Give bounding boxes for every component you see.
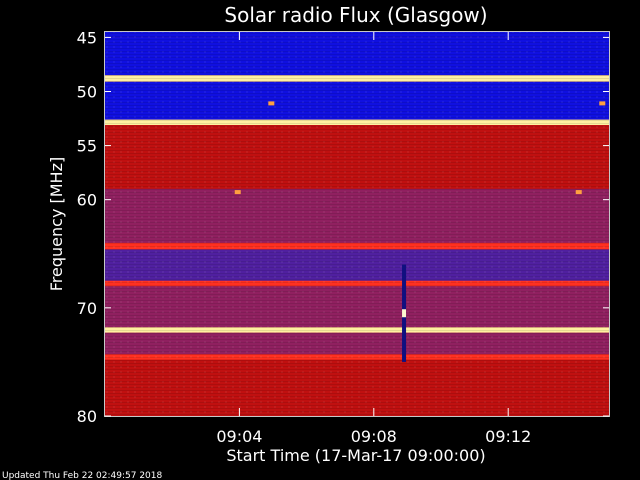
signal-blip-3 <box>268 101 275 106</box>
chart-title: Solar radio Flux (Glasgow) <box>224 3 487 27</box>
y-tick-label-45: 45 <box>77 28 97 47</box>
signal-blip-2 <box>575 190 582 195</box>
x-tick-label-09:04: 09:04 <box>216 427 262 446</box>
x-axis: 09:04 09:08 09:12 <box>216 32 531 446</box>
y-tick-label-55: 55 <box>77 137 97 156</box>
y-axis: 45 50 55 60 70 80 <box>77 28 609 426</box>
noise-texture-overlay <box>105 32 609 416</box>
signal-blip-1 <box>234 190 241 195</box>
plot-frame <box>104 31 610 417</box>
plot-area <box>105 32 609 416</box>
y-axis-label: Frequency [MHz] <box>47 157 66 291</box>
y-tick-label-80: 80 <box>77 407 97 426</box>
x-axis-label: Start Time (17-Mar-17 09:00:00) <box>226 446 485 465</box>
y-tick-label-50: 50 <box>77 82 97 101</box>
y-tick-label-70: 70 <box>77 299 97 318</box>
updated-timestamp: Updated Thu Feb 22 02:49:57 2018 <box>2 471 163 480</box>
signal-blip-4 <box>599 101 606 106</box>
radio-burst-peak <box>402 309 407 318</box>
x-tick-label-09:12: 09:12 <box>485 427 531 446</box>
x-tick-label-09:08: 09:08 <box>351 427 397 446</box>
y-tick-label-60: 60 <box>77 191 97 210</box>
